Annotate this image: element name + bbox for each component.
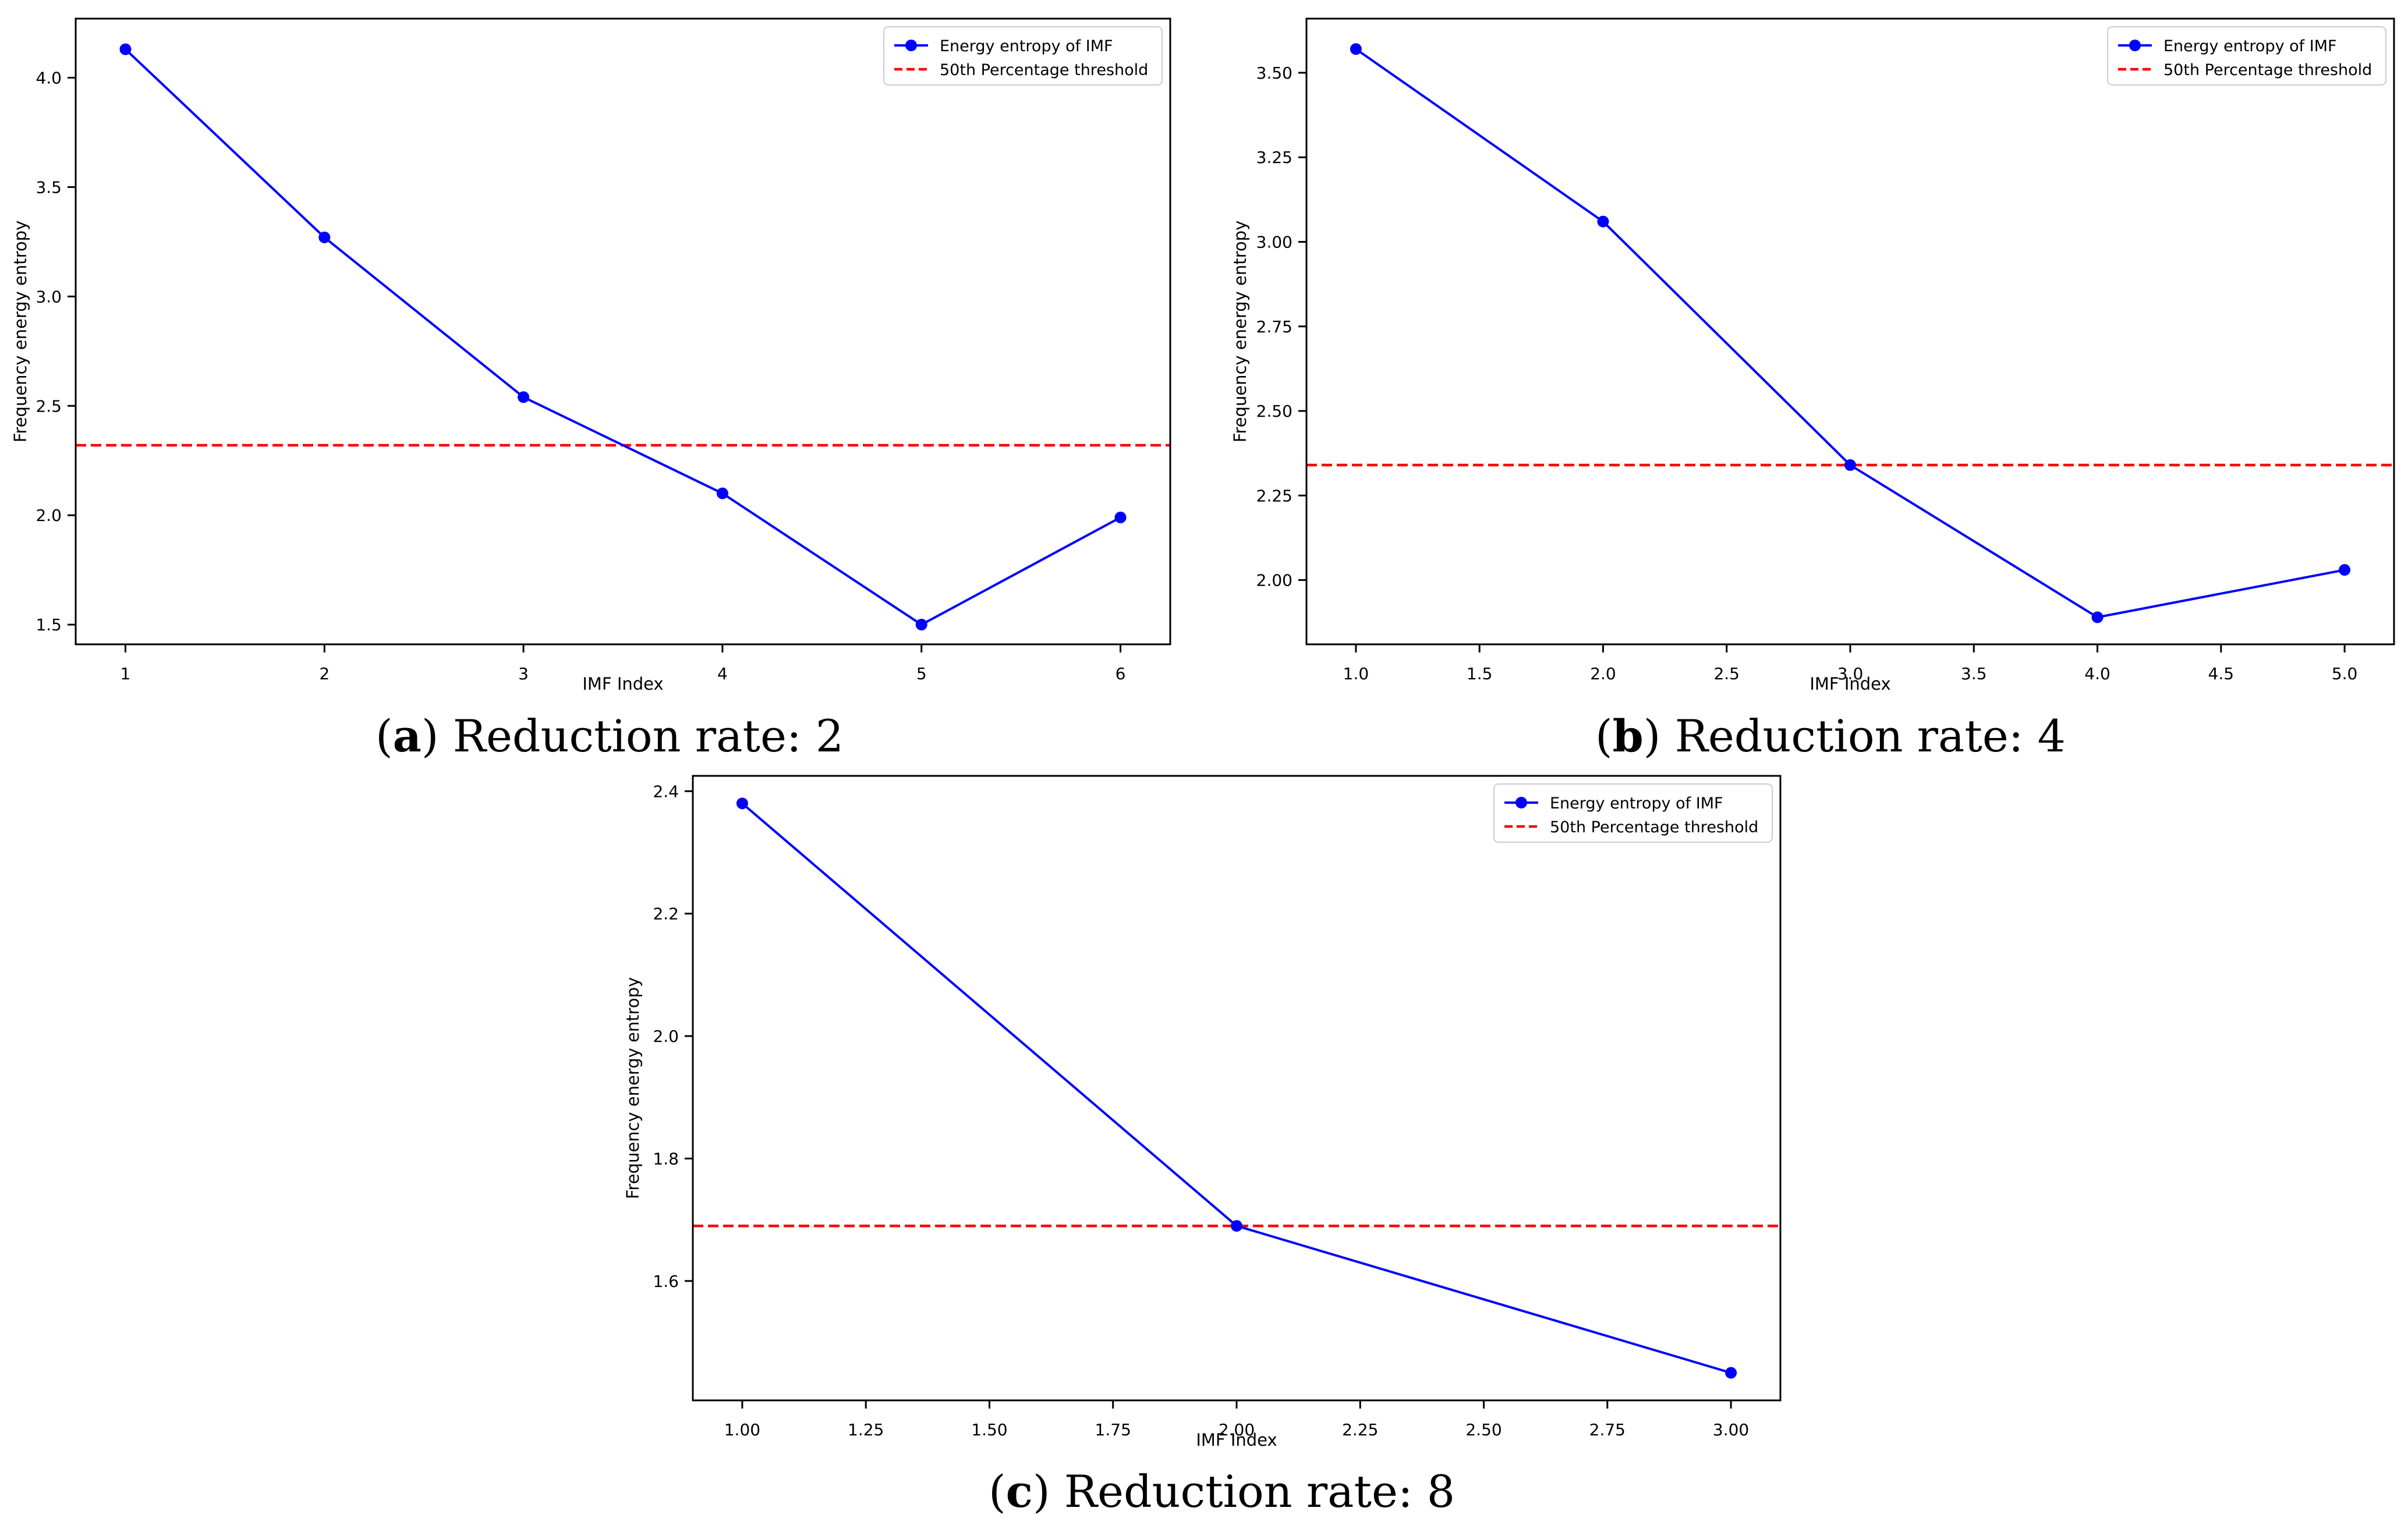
plot-frame	[75, 17, 1171, 645]
x-tick-label: 2.25	[1342, 1420, 1378, 1439]
legend-box	[1493, 783, 1773, 843]
y-axis-label: Frequency energy entropy	[623, 977, 643, 1200]
y-tick-label: 2.25	[1256, 486, 1292, 505]
x-tick-label: 3	[518, 664, 529, 683]
x-tick-label: 3.0	[1837, 664, 1864, 683]
data-point	[2091, 611, 2104, 623]
x-tick-label: 2	[319, 664, 330, 683]
y-axis-label: Frequency energy entropy	[10, 221, 30, 443]
data-point	[1844, 459, 1856, 471]
y-tick-label: 2.0	[653, 1027, 679, 1046]
y-tick-label: 3.25	[1256, 148, 1292, 167]
y-tick-label: 3.0	[36, 287, 62, 306]
data-point	[318, 231, 331, 243]
y-tick-label: 2.50	[1256, 402, 1292, 421]
x-tick-label: 2.5	[1713, 664, 1740, 683]
x-tick-label: 2.50	[1465, 1420, 1502, 1439]
series-line	[1355, 48, 2345, 619]
chart-panel-b: 1.0 1.5 2.0 2.5 3.0 3.5 4.0 4.5 5.0 2.00 2.25 2.50 2…	[1230, 17, 2395, 694]
caption-a: (a) Reduction rate: 2	[376, 710, 844, 762]
caption-c: (c) Reduction rate: 8	[989, 1466, 1456, 1517]
x-tick-label: 3.5	[1961, 664, 1987, 683]
x-tick-label: 4	[717, 664, 728, 683]
x-tick-label: 1.75	[1095, 1420, 1131, 1439]
x-tick-label: 4.0	[2084, 664, 2110, 683]
y-tick-label: 1.6	[653, 1272, 679, 1291]
data-point	[915, 619, 927, 631]
legend-label-threshold: 50th Percentage threshold	[2163, 61, 2372, 79]
legend-box	[2107, 26, 2386, 86]
data-point	[1231, 1220, 1242, 1232]
x-tick-label: 5	[916, 664, 927, 683]
y-tick-label: 2.75	[1256, 317, 1292, 336]
x-tick-label: 2.75	[1589, 1420, 1626, 1439]
chart-panel-a: 1 2 3 4 5 6 1.5 2.0 2.5 3.0 3.5 4.0 IMF Index Frequen…	[10, 17, 1171, 694]
series-line	[741, 802, 1731, 1374]
x-axis-label: IMF Index	[1809, 674, 1890, 694]
data-point	[1725, 1367, 1737, 1379]
x-tick-label: 2.00	[1219, 1420, 1255, 1439]
legend-label-threshold: 50th Percentage threshold	[940, 61, 1148, 79]
x-tick-label: 2.0	[1590, 664, 1616, 683]
x-tick-label: 3.00	[1713, 1420, 1749, 1439]
x-axis-label: IMF Index	[582, 674, 663, 694]
legend-marker-series	[1515, 797, 1527, 808]
x-tick-label: 4.5	[2208, 664, 2235, 683]
y-tick-label: 2.5	[36, 396, 62, 416]
chart-panel-c: 1.00 1.25 1.50 1.75 2.00 2.25 2.50 2.75 3.00 1.6 1…	[623, 775, 1782, 1450]
series-line	[125, 48, 1121, 626]
data-point	[2339, 564, 2351, 576]
y-axis-label: Frequency energy entropy	[1230, 221, 1250, 443]
legend-label-threshold: 50th Percentage threshold	[1550, 818, 1758, 836]
y-tick-label: 1.5	[36, 615, 62, 634]
data-point	[716, 487, 728, 499]
y-tick-label: 3.00	[1256, 233, 1292, 252]
x-tick-label: 1.00	[724, 1420, 760, 1439]
x-tick-label: 1	[121, 664, 131, 683]
y-tick-label: 2.00	[1256, 571, 1292, 590]
legend-marker-series	[905, 40, 917, 51]
plot-frame	[1305, 17, 2395, 645]
x-tick-label: 1.5	[1467, 664, 1493, 683]
data-point	[1114, 511, 1127, 523]
y-tick-label: 3.5	[36, 178, 62, 197]
data-point	[518, 391, 530, 403]
x-tick-label: 6	[1116, 664, 1126, 683]
data-point	[1350, 43, 1362, 55]
y-tick-label: 2.4	[653, 782, 679, 801]
legend-marker-series	[2129, 40, 2141, 51]
y-tick-label: 2.2	[653, 904, 679, 924]
data-point	[119, 43, 132, 55]
x-tick-label: 5.0	[2332, 664, 2358, 683]
legend-label-series: Energy entropy of IMF	[940, 37, 1113, 55]
y-tick-label: 3.50	[1256, 63, 1292, 83]
y-tick-label: 1.8	[653, 1149, 679, 1168]
data-point	[1597, 215, 1609, 228]
data-point	[736, 797, 748, 810]
caption-b: (b) Reduction rate: 4	[1595, 710, 2066, 762]
y-tick-label: 4.0	[36, 68, 62, 87]
x-tick-label: 1.50	[971, 1420, 1007, 1439]
legend-box	[883, 26, 1163, 86]
y-tick-label: 2.0	[36, 506, 62, 525]
legend-label-series: Energy entropy of IMF	[1550, 794, 1723, 813]
x-axis-label: IMF Index	[1196, 1430, 1277, 1450]
x-tick-label: 1.0	[1343, 664, 1369, 683]
plot-frame	[692, 775, 1782, 1402]
legend-label-series: Energy entropy of IMF	[2163, 37, 2337, 55]
x-tick-label: 1.25	[848, 1420, 884, 1439]
